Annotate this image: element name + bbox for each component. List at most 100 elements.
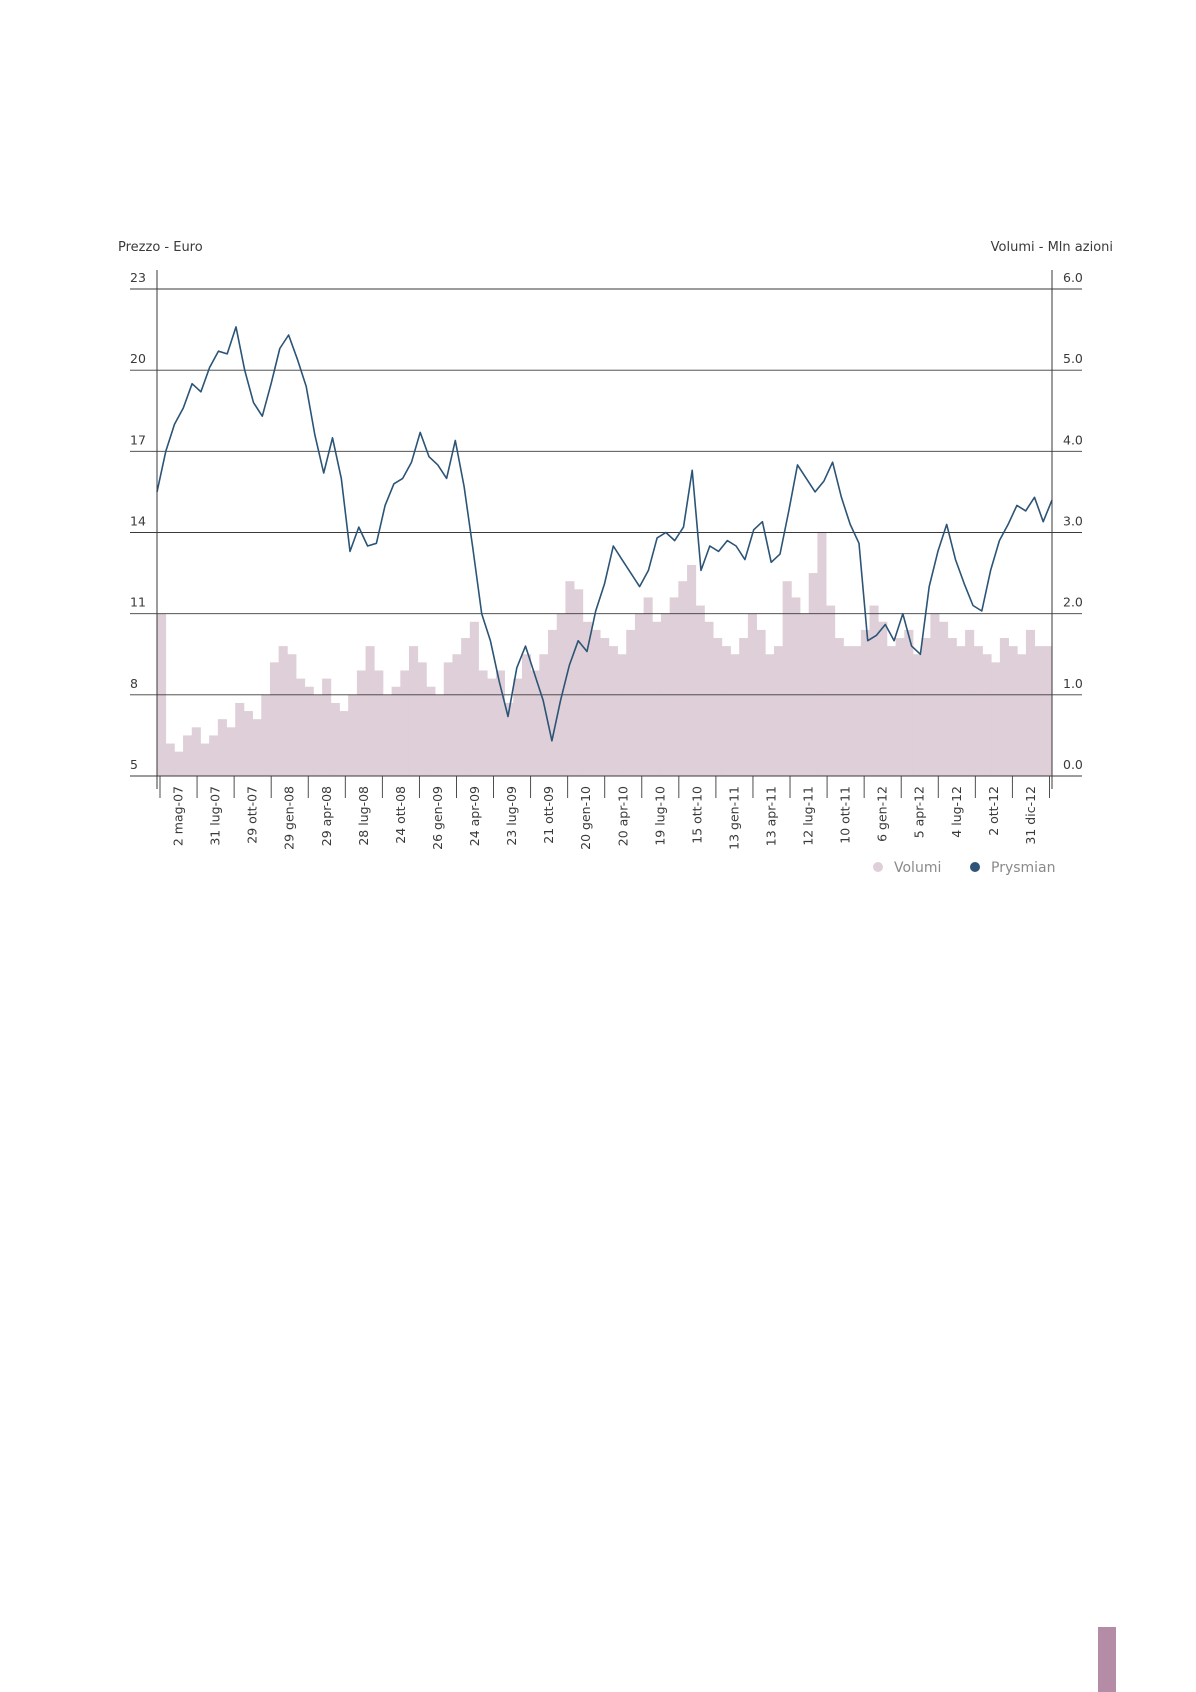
legend-prysmian-swatch — [970, 862, 980, 872]
x-tick-label: 31 dic-12 — [1023, 786, 1038, 845]
volume-bar — [304, 686, 314, 776]
right-tick-label: 6.0 — [1063, 270, 1083, 285]
volume-bar — [200, 743, 210, 776]
volume-bar — [782, 581, 792, 776]
right-tick-label: 5.0 — [1063, 351, 1083, 366]
right-tick-label: 0.0 — [1063, 757, 1083, 772]
volume-bar — [252, 719, 262, 776]
volume-bar — [860, 629, 870, 776]
volume-bar — [643, 597, 653, 776]
volume-bar — [296, 678, 306, 776]
x-tick-label: 20 gen-10 — [578, 786, 593, 850]
volume-bars — [157, 532, 1053, 776]
volume-bar — [608, 646, 618, 776]
volume-bar — [687, 564, 697, 776]
volume-bar — [165, 743, 175, 776]
x-tick-label: 29 gen-08 — [282, 786, 297, 850]
volume-bar — [834, 638, 844, 776]
volume-bar — [773, 646, 784, 776]
right-tick-label: 1.0 — [1063, 676, 1083, 691]
volume-bar — [226, 727, 236, 776]
volume-bar — [765, 654, 775, 776]
volume-bar — [191, 727, 201, 776]
left-tick-label: 23 — [130, 270, 146, 285]
left-axis-title: Prezzo - Euro — [118, 240, 203, 255]
volume-bar — [1043, 646, 1053, 776]
volume-bar — [991, 662, 1001, 776]
x-tick-label: 28 lug-08 — [356, 786, 371, 846]
volume-bar — [487, 678, 497, 776]
volume-bar — [408, 646, 419, 776]
volume-bar — [330, 702, 340, 776]
volume-bar — [322, 678, 332, 776]
volume-bar — [739, 638, 749, 776]
volume-bar — [365, 646, 375, 776]
legend-prysmian-label: Prysmian — [991, 860, 1056, 876]
volume-bar — [443, 662, 453, 776]
volume-bar — [1017, 654, 1027, 776]
volume-bar — [574, 589, 584, 776]
volume-bar — [878, 621, 888, 776]
x-tick-label: 29 apr-08 — [319, 786, 334, 846]
volume-bar — [904, 629, 914, 776]
x-tick-label: 13 apr-11 — [763, 786, 778, 846]
volume-bar — [391, 686, 401, 776]
volume-bar — [947, 638, 957, 776]
volume-bar — [382, 694, 393, 776]
gridlines — [130, 288, 1082, 777]
left-tick-label: 11 — [130, 595, 146, 610]
volume-bar — [1034, 646, 1044, 776]
volume-bar — [495, 670, 505, 776]
x-tick-label: 31 lug-07 — [208, 786, 223, 846]
volume-bar — [965, 629, 975, 776]
volume-bar — [356, 670, 366, 776]
volume-bar — [504, 702, 514, 776]
volume-bar — [973, 646, 983, 776]
volume-bar — [982, 654, 992, 776]
page-tab-marker — [1098, 1627, 1116, 1692]
volume-bar — [791, 597, 801, 776]
volume-bar — [756, 629, 766, 776]
right-axis-title: Volumi - Mln azioni — [991, 240, 1113, 255]
volume-bar — [287, 654, 297, 776]
volume-bar — [478, 670, 488, 776]
volume-bar — [721, 646, 731, 776]
volume-bar — [730, 654, 740, 776]
volume-bar — [843, 646, 853, 776]
volume-bar — [591, 629, 601, 776]
volume-bar — [617, 654, 627, 776]
volume-bar — [704, 621, 714, 776]
volume-bar — [426, 686, 436, 776]
volume-bar — [539, 654, 549, 776]
x-tick-label: 13 gen-11 — [726, 786, 741, 850]
volume-bar — [269, 662, 280, 776]
right-tick-label: 4.0 — [1063, 432, 1083, 447]
x-tick-label: 6 gen-12 — [875, 786, 890, 842]
volume-bar — [600, 638, 610, 776]
x-tick-label: 21 ott-09 — [541, 786, 556, 844]
x-axis: 2 mag-07 31 lug-07 29 ott-07 29 gen-08 29 ap… — [159, 776, 1050, 850]
x-tick-label: 19 lug-10 — [652, 786, 667, 846]
volume-bar — [348, 694, 358, 776]
volume-bar — [313, 694, 323, 776]
volume-bar — [695, 605, 705, 776]
volume-bar — [530, 670, 540, 776]
volume-bar — [174, 751, 184, 776]
volume-bar — [209, 735, 219, 776]
right-tick-label: 3.0 — [1063, 514, 1083, 529]
legend-volumi-swatch — [873, 862, 883, 872]
volume-bar — [452, 654, 462, 776]
volume-bar — [939, 621, 949, 776]
right-ticks: 6.0 5.0 4.0 3.0 2.0 1.0 0.0 — [1063, 270, 1083, 772]
left-ticks: 23 20 17 14 11 8 5 — [130, 270, 146, 772]
left-tick-label: 8 — [130, 676, 138, 691]
x-tick-label: 2 ott-12 — [986, 786, 1001, 836]
volume-bar — [869, 605, 879, 776]
left-tick-label: 5 — [130, 757, 138, 772]
x-tick-label: 4 lug-12 — [949, 786, 964, 838]
volume-bar — [548, 629, 558, 776]
volume-bar — [1008, 646, 1018, 776]
volume-bar — [713, 638, 723, 776]
volume-bar — [921, 638, 931, 776]
